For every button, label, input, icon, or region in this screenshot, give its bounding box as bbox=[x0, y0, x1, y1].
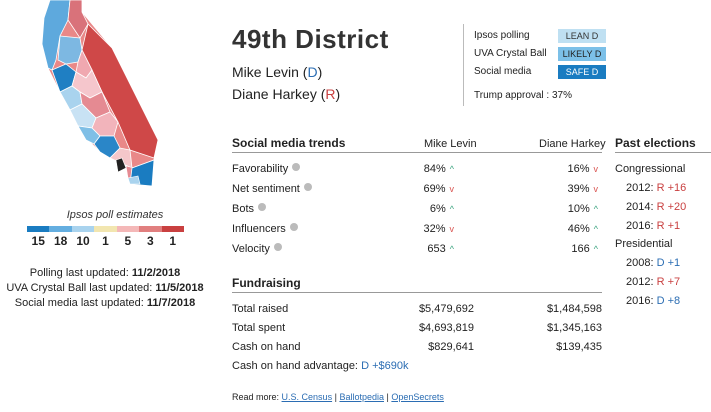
presidential-label: Presidential bbox=[615, 238, 673, 250]
ipsos-label: Ipsos polling bbox=[474, 30, 530, 41]
trend-down-icon: v bbox=[593, 164, 599, 174]
past-result: 2016: D +8 bbox=[626, 295, 681, 307]
trend-up-icon: ^ bbox=[593, 244, 598, 254]
trend-row: Favorability 84% ^ 16% v bbox=[232, 163, 599, 175]
past-elections-title: Past elections bbox=[615, 136, 696, 150]
past-result: 2008: D +1 bbox=[626, 257, 681, 269]
cash-advantage-row: Cash on hand advantage: D +$690k bbox=[232, 360, 409, 372]
social-badge: SAFE D bbox=[558, 65, 606, 79]
district-title: 49th District bbox=[232, 24, 389, 54]
legend-number: 1 bbox=[102, 234, 109, 248]
trend-up-icon: ^ bbox=[593, 204, 598, 214]
social-label: Social media bbox=[474, 66, 532, 77]
candidate-1: Mike Levin (D) bbox=[232, 64, 323, 80]
uva-label: UVA Crystal Ball bbox=[474, 48, 547, 59]
trend-up-icon: ^ bbox=[593, 224, 598, 234]
col-header-levin: Mike Levin bbox=[424, 138, 477, 150]
trend-label: Bots bbox=[232, 203, 255, 215]
legend-number: 5 bbox=[124, 234, 132, 248]
social-trends-title: Social media trends bbox=[232, 136, 346, 150]
legend-swatch bbox=[27, 226, 50, 232]
info-icon[interactable] bbox=[303, 183, 312, 191]
past-result: 2012: R +7 bbox=[626, 276, 681, 288]
info-icon[interactable] bbox=[292, 163, 301, 171]
fundraising-row: Total spent $4,693,819 $1,345,163 bbox=[232, 322, 602, 334]
legend-number: 1 bbox=[169, 234, 177, 248]
trend-label: Velocity bbox=[232, 243, 270, 255]
legend-numbers: 15 18 10 1 5 3 1 bbox=[27, 234, 184, 248]
past-result: 2012: R +16 bbox=[626, 182, 687, 194]
legend-number: 18 bbox=[53, 234, 68, 248]
past-result: 2016: R +1 bbox=[626, 220, 681, 232]
trend-row: Bots 6% ^ 10% ^ bbox=[232, 203, 598, 215]
legend-number: 15 bbox=[31, 234, 45, 248]
trend-up-icon: ^ bbox=[449, 164, 454, 174]
legend-number: 3 bbox=[146, 234, 154, 248]
legend-swatch bbox=[49, 226, 72, 232]
trend-up-icon: ^ bbox=[449, 204, 454, 214]
census-link[interactable]: U.S. Census bbox=[281, 392, 333, 402]
opensecrets-link[interactable]: OpenSecrets bbox=[391, 392, 444, 402]
trend-down-icon: v bbox=[449, 224, 455, 234]
fundraising-row: Total raised $5,479,692 $1,484,598 bbox=[232, 303, 602, 315]
legend-title: Ipsos poll estimates bbox=[66, 209, 164, 221]
legend-swatch bbox=[116, 226, 140, 232]
ipsos-badge: LEAN D bbox=[558, 29, 606, 43]
trend-label: Net sentiment bbox=[232, 183, 300, 195]
trend-label: Influencers bbox=[232, 223, 286, 235]
col-header-harkey: Diane Harkey bbox=[539, 138, 606, 150]
past-divider bbox=[615, 152, 711, 153]
trend-down-icon: v bbox=[449, 184, 455, 194]
uva-updated: UVA Crystal Ball last updated: 11/5/2018 bbox=[6, 282, 204, 294]
ratings-panel: Ipsos polling LEAN D UVA Crystal Ball LI… bbox=[463, 24, 624, 106]
info-icon[interactable] bbox=[289, 223, 298, 231]
fundraising-divider bbox=[232, 292, 602, 293]
ballotpedia-link[interactable]: Ballotpedia bbox=[339, 392, 384, 402]
trend-label: Favorability bbox=[232, 163, 289, 175]
legend-swatch bbox=[139, 226, 162, 232]
social-updated: Social media last updated: 11/7/2018 bbox=[14, 297, 196, 309]
trend-row: Velocity 653 ^ 166 ^ bbox=[232, 243, 598, 255]
trump-approval: Trump approval : 37% bbox=[474, 90, 573, 101]
past-result: 2014: R +20 bbox=[626, 201, 687, 213]
fundraising-row: Cash on hand $829,641 $139,435 bbox=[232, 341, 602, 353]
uva-badge: LIKELY D bbox=[558, 47, 606, 61]
fundraising-title: Fundraising bbox=[232, 276, 301, 290]
info-icon[interactable] bbox=[273, 243, 282, 251]
social-divider bbox=[232, 152, 602, 153]
candidate-2: Diane Harkey (R) bbox=[232, 86, 341, 102]
info-icon[interactable] bbox=[258, 203, 267, 211]
read-more: Read more: U.S. Census | Ballotpedia | O… bbox=[232, 392, 444, 402]
california-district-map bbox=[41, 0, 159, 187]
cash-advantage-value: D +$690k bbox=[361, 360, 409, 372]
legend-swatch bbox=[71, 226, 95, 232]
congressional-label: Congressional bbox=[615, 163, 686, 175]
legend-swatch bbox=[94, 226, 117, 232]
last-updated-info: Polling last updated: 11/2/2018 UVA Crys… bbox=[2, 266, 208, 311]
trend-up-icon: ^ bbox=[449, 244, 454, 254]
trend-down-icon: v bbox=[593, 184, 599, 194]
legend-swatch bbox=[161, 226, 184, 232]
legend-color-bar bbox=[27, 226, 184, 232]
trend-row: Net sentiment 69% v 39% v bbox=[232, 183, 599, 195]
polling-updated: Polling last updated: 11/2/2018 bbox=[29, 267, 181, 279]
trend-row: Influencers 32% v 46% ^ bbox=[232, 223, 598, 235]
legend-number: 10 bbox=[76, 234, 90, 248]
